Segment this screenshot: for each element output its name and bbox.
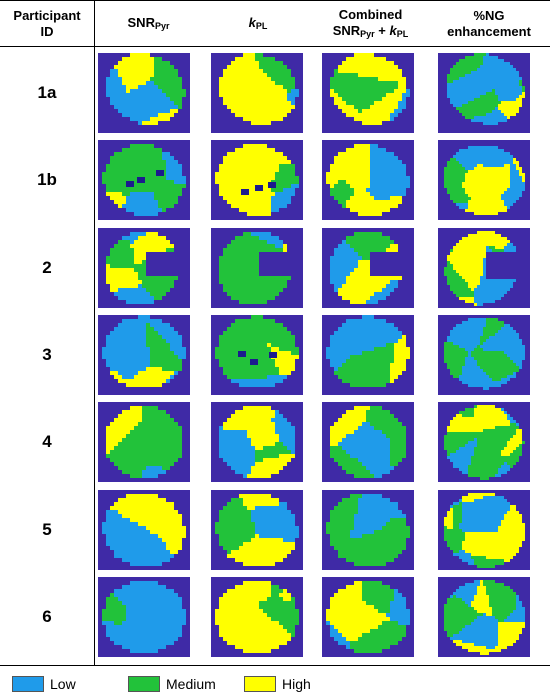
ng-enhancement-map-image <box>438 140 530 221</box>
snr-pyr-map-image <box>98 314 190 395</box>
combined-map-image <box>322 314 414 395</box>
kpl-map-image <box>211 402 303 483</box>
legend-medium-swatch <box>128 676 160 692</box>
kpl-map-image <box>211 576 303 657</box>
combined-map <box>322 489 414 570</box>
combined-map-image <box>322 53 414 133</box>
ng-enhancement-map-image <box>438 576 530 657</box>
legend-medium-label: Medium <box>166 676 216 692</box>
header-combined-k: k <box>389 22 397 38</box>
legend-low-label: Low <box>50 676 76 692</box>
ng-enhancement-map-image <box>438 227 530 308</box>
combined-map <box>322 576 414 657</box>
legend-low-swatch <box>12 676 44 692</box>
snr-pyr-map <box>98 576 190 657</box>
legend: Low Medium High <box>0 668 550 698</box>
kpl-map <box>211 227 303 308</box>
kpl-map <box>211 576 303 657</box>
header-combined-snr-sub: Pyr <box>360 28 375 39</box>
combined-map-image <box>322 489 414 570</box>
snr-pyr-map <box>98 227 190 308</box>
combined-map-image <box>322 227 414 308</box>
ng-enhancement-map <box>438 53 530 133</box>
ng-enhancement-map <box>438 489 530 570</box>
ng-enhancement-map-image <box>438 402 530 483</box>
header-kpl: kPL <box>203 1 313 47</box>
combined-map <box>322 402 414 483</box>
header-kpl-text: k <box>248 14 256 30</box>
kpl-map <box>211 402 303 483</box>
header-combined-k-sub: PL <box>396 28 409 39</box>
kpl-map-image <box>211 53 303 133</box>
kpl-map <box>211 314 303 395</box>
header-kpl-sub: PL <box>255 20 268 31</box>
snr-pyr-map-image <box>98 489 190 570</box>
ng-enhancement-map-image <box>438 314 530 395</box>
participant-id-label: 3 <box>42 344 52 364</box>
ng-enhancement-map <box>438 402 530 483</box>
header-combined: Combined SNRPyr + kPL <box>313 1 428 47</box>
combined-map-image <box>322 402 414 483</box>
participant-id-label: 1b <box>37 170 57 190</box>
combined-map-image <box>322 576 414 657</box>
kpl-map-image <box>211 314 303 395</box>
header-participant-line1: Participant <box>13 8 81 23</box>
header-ng-line1: %NG <box>473 8 505 23</box>
header-combined-line1: Combined <box>338 6 403 22</box>
header-row: Participant ID SNRPyr kPL Combined SNRPyr … <box>0 1 550 47</box>
combined-map <box>322 314 414 395</box>
combined-map <box>322 140 414 221</box>
snr-pyr-map <box>98 314 190 395</box>
participant-id-label: 2 <box>42 257 52 277</box>
snr-pyr-map <box>98 140 190 221</box>
participant-id-label: 5 <box>42 519 52 539</box>
ng-enhancement-map-image <box>438 489 530 570</box>
kpl-map <box>211 489 303 570</box>
snr-pyr-map-image <box>98 227 190 308</box>
combined-map <box>322 53 414 133</box>
kpl-map <box>211 53 303 133</box>
participant-id-label: 6 <box>42 606 52 626</box>
snr-pyr-map <box>98 53 190 133</box>
kpl-map-image <box>211 140 303 221</box>
participant-id-label: 1a <box>37 83 57 102</box>
ng-enhancement-map <box>438 140 530 221</box>
snr-pyr-map <box>98 402 190 483</box>
header-combined-plus: + <box>374 22 390 38</box>
legend-high-swatch <box>244 676 276 692</box>
kpl-map-image <box>211 227 303 308</box>
header-participant-line2: ID <box>40 24 54 39</box>
header-ng-enhancement: %NG enhancement <box>428 1 550 47</box>
ng-enhancement-map-image <box>438 53 530 133</box>
column-divider <box>94 1 95 665</box>
snr-pyr-map-image <box>98 53 190 133</box>
combined-map <box>322 227 414 308</box>
legend-high-label: High <box>282 676 311 692</box>
participant-id-label: 4 <box>42 432 52 452</box>
header-snr-sub: Pyr <box>154 20 170 31</box>
header-ng-line2: enhancement <box>447 24 531 39</box>
header-participant-id: Participant ID <box>0 1 94 47</box>
ng-enhancement-map <box>438 227 530 308</box>
header-snr-text: SNR <box>127 14 155 30</box>
snr-pyr-map-image <box>98 576 190 657</box>
ng-enhancement-map <box>438 314 530 395</box>
snr-pyr-map <box>98 489 190 570</box>
kpl-map-image <box>211 489 303 570</box>
combined-map-image <box>322 140 414 221</box>
ng-enhancement-map <box>438 576 530 657</box>
snr-pyr-map-image <box>98 402 190 483</box>
header-combined-snr: SNR <box>332 22 361 38</box>
figure-table: Participant ID SNRPyr kPL Combined SNRPyr … <box>0 0 550 666</box>
snr-pyr-map-image <box>98 140 190 221</box>
header-snr-pyr: SNRPyr <box>94 1 203 47</box>
kpl-map <box>211 140 303 221</box>
